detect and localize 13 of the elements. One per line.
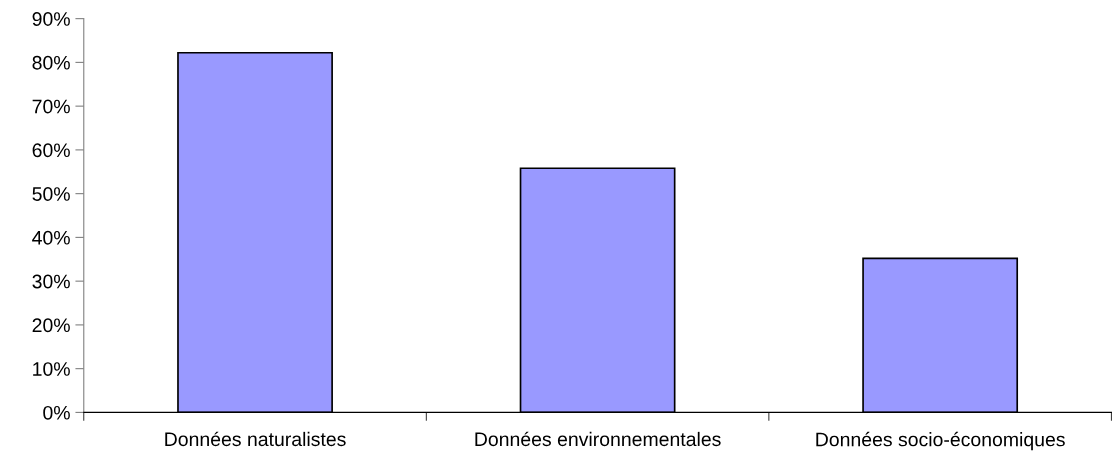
y-tick-label: 30% <box>32 274 70 289</box>
y-tick-label: 0% <box>43 405 70 420</box>
y-tick-label: 90% <box>32 12 70 26</box>
x-tick-label: Données naturalistes <box>165 431 346 447</box>
y-tick-label: 20% <box>32 318 70 333</box>
x-tick-label: Données environnementales <box>475 431 721 447</box>
y-tick-label: 70% <box>32 99 70 114</box>
y-tick-label: 80% <box>32 55 70 70</box>
x-tick-label: Données socio-économiques <box>816 431 1065 451</box>
y-tick-label: 10% <box>33 362 70 376</box>
y-tick-label: 50% <box>32 187 70 201</box>
y-tick-label: 60% <box>32 143 70 158</box>
y-tick-label: 40% <box>32 230 70 245</box>
